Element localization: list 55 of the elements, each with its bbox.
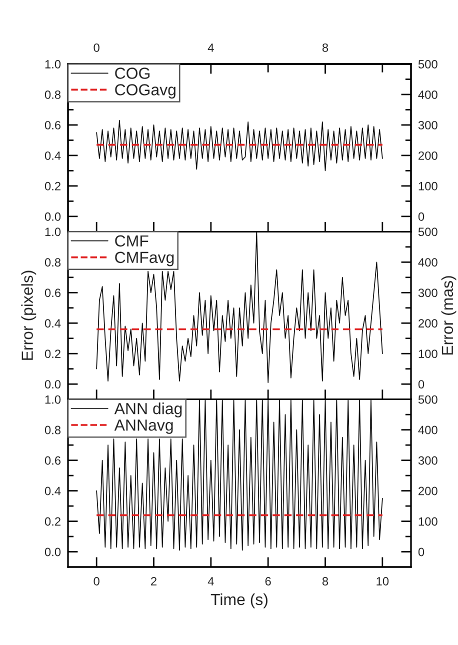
y2-tick-label: 300 [418, 120, 438, 130]
y-tick-label: 0.6 [44, 456, 61, 465]
x-tick-label: 0 [94, 577, 100, 586]
y2-tick-label: 0 [418, 212, 424, 221]
x-tick-label: 6 [265, 577, 271, 586]
y-tick-label: 1.0 [45, 228, 61, 236]
y-tick-label: 0.8 [44, 90, 61, 99]
x-tick-label: 2 [151, 577, 156, 586]
y2-tick-label: 400 [418, 426, 438, 434]
y-tick-label: 0.4 [44, 486, 61, 496]
legend-label: ANNavg [114, 420, 173, 434]
y-tick-label: 0.0 [44, 212, 61, 221]
y2-tick-label: 300 [418, 288, 438, 298]
x2-tick-label: 0 [94, 43, 100, 52]
y-tick-label: 0.2 [44, 517, 60, 526]
y-tick-label: 0.4 [44, 151, 61, 160]
x-axis-title: Time (s) [210, 593, 268, 608]
y2-tick-label: 200 [418, 486, 438, 496]
y2-tick-label: 0 [418, 548, 424, 556]
y-tick-label: 0.0 [44, 548, 61, 556]
legend-label: CMFavg [115, 252, 174, 266]
legend-label: COG [115, 68, 150, 79]
y-tick-label: 0.6 [44, 120, 61, 130]
y2-tick-label: 500 [418, 60, 438, 68]
y2-tick-label: 300 [418, 456, 438, 465]
y2-tick-label: 100 [418, 182, 438, 190]
x-tick-label: 10 [376, 577, 389, 586]
y-tick-label: 0.0 [44, 380, 61, 389]
x-tick-label: 4 [208, 577, 214, 586]
y2-tick-label: 100 [418, 517, 438, 526]
x-tick-label: 8 [322, 577, 328, 586]
y-tick-label: 1.0 [45, 60, 61, 68]
y-tick-label: 0.6 [44, 288, 61, 298]
y2-axis-title: Error (mas) [441, 276, 456, 355]
y2-tick-label: 200 [418, 151, 438, 160]
y-tick-label: 0.2 [44, 350, 60, 358]
y2-tick-label: 500 [418, 228, 438, 236]
y-tick-label: 0.8 [44, 426, 61, 434]
y-tick-label: 0.2 [44, 182, 60, 190]
legend-label: ANN diag [114, 402, 182, 418]
legend-label: CMF [115, 235, 148, 247]
y-axis-title: Error (pixels) [21, 270, 36, 360]
x2-tick-label: 4 [208, 44, 214, 52]
y2-tick-label: 0 [418, 380, 424, 389]
y2-tick-label: 100 [418, 350, 438, 358]
y2-tick-label: 400 [418, 258, 438, 267]
y-tick-label: 1.0 [45, 395, 61, 404]
legend-label: COGavg [115, 84, 176, 99]
y-tick-label: 0.4 [44, 319, 61, 328]
y2-tick-label: 200 [418, 319, 438, 328]
line-series [96, 120, 383, 172]
x2-tick-label: 8 [322, 43, 328, 52]
y2-tick-label: 400 [418, 90, 438, 99]
y2-tick-label: 500 [418, 395, 438, 404]
y-tick-label: 0.8 [44, 258, 61, 267]
